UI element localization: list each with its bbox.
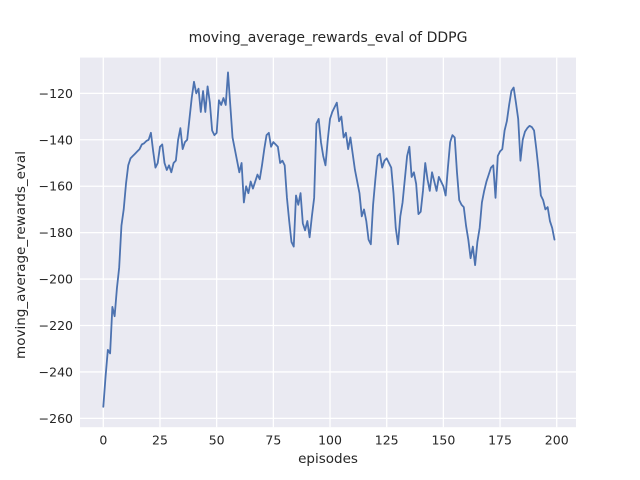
x-tick-label: 0 bbox=[99, 433, 107, 448]
x-tick-label: 100 bbox=[318, 433, 342, 448]
y-tick-label: −180 bbox=[39, 225, 73, 240]
x-tick-label: 50 bbox=[209, 433, 225, 448]
y-axis-label: moving_average_rewards_eval bbox=[13, 151, 29, 359]
data-line bbox=[102, 71, 556, 408]
y-tick-label: −220 bbox=[39, 318, 73, 333]
y-tick-label: −260 bbox=[39, 411, 73, 426]
y-tick-label: −160 bbox=[39, 179, 73, 194]
x-tick-label: 200 bbox=[545, 433, 569, 448]
axes-background bbox=[80, 57, 576, 428]
y-tick-label: −240 bbox=[39, 364, 73, 379]
x-tick-label: 150 bbox=[431, 433, 455, 448]
x-tick-label: 75 bbox=[265, 433, 281, 448]
y-tick-label: −140 bbox=[39, 132, 73, 147]
y-tick-label: −120 bbox=[39, 86, 73, 101]
x-axis-label: episodes bbox=[298, 451, 358, 467]
chart-title: moving_average_rewards_eval of DDPG bbox=[188, 30, 468, 46]
x-tick-label: 125 bbox=[375, 433, 399, 448]
x-tick-label: 25 bbox=[152, 433, 168, 448]
x-tick-label: 175 bbox=[488, 433, 512, 448]
y-tick-label: −200 bbox=[39, 272, 73, 287]
